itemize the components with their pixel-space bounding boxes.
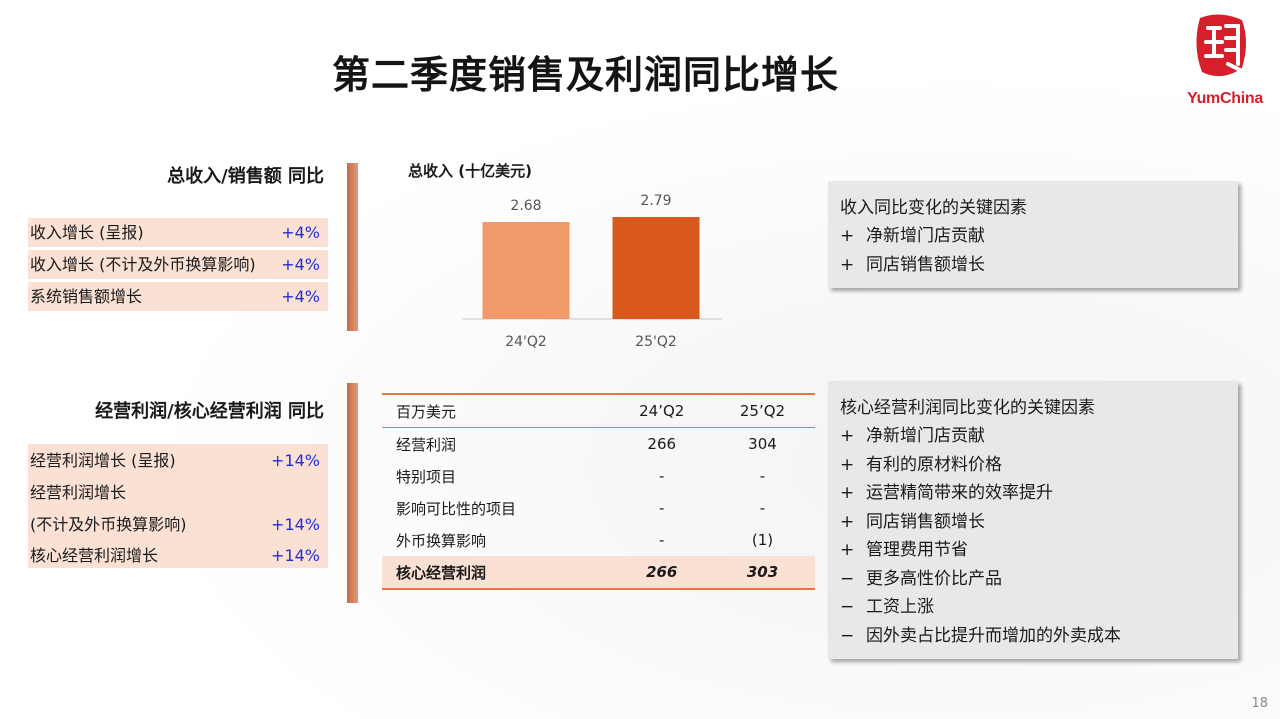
metric-label: 核心经营利润增长 (30, 546, 159, 565)
profit-factor-item: + 运营精简带来的效率提升 (840, 483, 1053, 503)
table-cell: 266 (613, 556, 710, 590)
table-cell: - (659, 467, 665, 485)
profit-factor-item: − 工资上涨 (840, 597, 934, 617)
table-row: 外币换算影响 - (1) (382, 524, 815, 556)
profit-metric-row: 经营利润增长 (28, 478, 328, 507)
revenue-divider-bar (347, 163, 358, 331)
table-cell: - (759, 499, 766, 517)
table-total-row: 核心经营利润 266 303 (382, 556, 815, 590)
table-header-cell: 24’Q2 (613, 393, 710, 428)
revenue-section-heading: 总收入/销售额 同比 (167, 166, 324, 187)
revenue-metric-row: 收入增长 (呈报) +4% (28, 218, 328, 247)
revenue-metric-row: 收入增长 (不计及外币换算影响) +4% (28, 250, 328, 279)
metric-label: 收入增长 (呈报) (30, 223, 144, 242)
table-header-cell: 25’Q2 (710, 393, 815, 428)
table-row: 经营利润 266 304 (382, 428, 815, 461)
table-header-row: 百万美元 24’Q2 25’Q2 (382, 393, 815, 428)
table-header-cell: 百万美元 (382, 393, 614, 428)
metric-value: +4% (281, 255, 320, 274)
table-row: 影响可比性的项目 - - (382, 492, 815, 524)
profit-factor-item: + 净新增门店贡献 (840, 426, 985, 446)
profit-factor-item: − 更多高性价比产品 (840, 569, 1002, 589)
table-cell: - (659, 499, 665, 517)
profit-divider-bar (347, 383, 358, 603)
metric-label: 收入增长 (不计及外币换算影响) (30, 255, 256, 274)
revenue-factor-item: + 同店销售额增长 (840, 255, 985, 275)
metric-label: 系统销售额增长 (30, 287, 143, 306)
table-cell: 303 (710, 556, 815, 590)
page-number: 18 (1251, 696, 1268, 711)
profit-metric-block (28, 444, 328, 568)
metric-value: +14% (271, 515, 320, 534)
page-title: 第二季度销售及利润同比增长 (332, 53, 840, 97)
table-row: 特别项目 - - (382, 460, 815, 492)
revenue-metric-row: 系统销售额增长 +4% (28, 282, 328, 311)
table-cell: 经营利润 (396, 435, 457, 454)
table-cell: (1) (751, 531, 774, 549)
profit-factors-title: 核心经营利润同比变化的关键因素 (840, 398, 1095, 418)
metric-label: 经营利润增长 (30, 483, 127, 502)
profit-metric-row: (不计及外币换算影响) +14% (28, 510, 328, 539)
logo-text: YumChina (1187, 90, 1263, 107)
profit-factor-item: + 管理费用节省 (840, 540, 968, 560)
metric-label: (不计及外币换算影响) (30, 515, 187, 534)
chart-data-label: 2.68 (510, 198, 541, 214)
table-cell: 外币换算影响 (396, 531, 487, 550)
table-cell: 266 (647, 435, 677, 453)
metric-label: 经营利润增长 (呈报) (30, 451, 176, 470)
profit-factor-item: − 因外卖占比提升而增加的外卖成本 (840, 626, 1121, 646)
table-cell: - (659, 531, 665, 549)
revenue-factors-box: 收入同比变化的关键因素 + 净新增门店贡献 + 同店销售额增长 (828, 181, 1238, 288)
table-cell: 影响可比性的项目 (396, 499, 517, 518)
chart-category-label: 24'Q2 (505, 334, 547, 350)
revenue-factor-item: + 净新增门店贡献 (840, 226, 985, 246)
revenue-bar-chart: 2.68 24'Q2 2.79 25'Q2 (462, 193, 722, 350)
profit-metric-row: 核心经营利润增长 +14% (28, 541, 328, 570)
table-cell: 核心经营利润 (382, 556, 614, 590)
profit-section-heading: 经营利润/核心经营利润 同比 (95, 401, 324, 422)
chart-category-label: 25'Q2 (635, 334, 677, 350)
profit-factor-item: + 有利的原材料价格 (840, 455, 1002, 475)
profit-table: 百万美元 24’Q2 25’Q2 经营利润 266 304 特别项目 - - 影… (382, 393, 815, 590)
chart-bar (482, 222, 570, 319)
metric-value: +4% (281, 287, 320, 306)
chart-data-label: 2.79 (640, 193, 671, 209)
revenue-factors-title: 收入同比变化的关键因素 (840, 198, 1027, 218)
metric-value: +14% (271, 451, 320, 470)
metric-value: +14% (271, 546, 320, 565)
table-cell: - (759, 467, 766, 485)
company-logo: YumChina (1180, 12, 1270, 112)
yum-china-seal-icon (1196, 14, 1246, 77)
table-cell: 304 (748, 435, 777, 453)
chart-title: 总收入 (十亿美元) (408, 162, 532, 180)
profit-factor-item: + 同店销售额增长 (840, 512, 985, 532)
metric-value: +4% (281, 223, 320, 242)
profit-factors-box: 核心经营利润同比变化的关键因素 + 净新增门店贡献 + 有利的原材料价格 + 运营精简… (828, 381, 1238, 659)
profit-metric-row: 经营利润增长 (呈报) +14% (28, 446, 328, 475)
chart-bar (612, 217, 700, 319)
table-cell: 特别项目 (396, 467, 457, 486)
